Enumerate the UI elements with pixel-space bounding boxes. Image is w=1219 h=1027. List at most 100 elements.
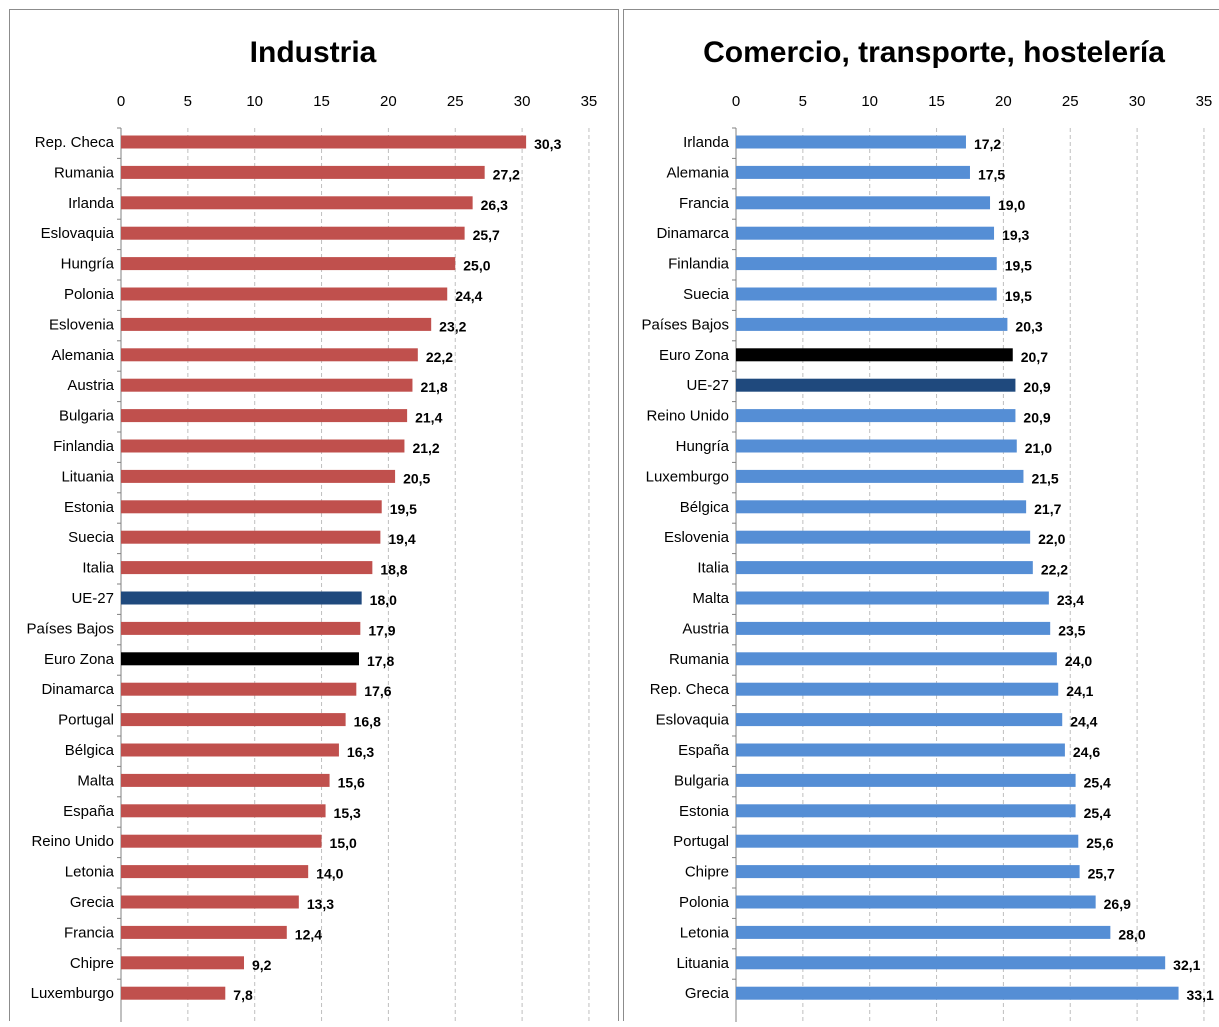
data-label: 30,3 xyxy=(534,136,561,152)
data-label: 23,5 xyxy=(1058,622,1085,638)
category-label: Chipre xyxy=(70,955,114,972)
x-tick-label: 25 xyxy=(447,93,464,110)
data-label: 12,4 xyxy=(295,926,322,942)
x-tick-label: 0 xyxy=(117,93,125,110)
data-label: 20,9 xyxy=(1023,379,1050,395)
category-label: Grecia xyxy=(685,985,730,1002)
comercio-chart: Comercio, transporte, hostelería 0 5 10 15 20… xyxy=(641,36,1214,1022)
bar-industria-26 xyxy=(121,925,287,939)
bar-comercio-20 xyxy=(736,743,1065,757)
bar-industria-4 xyxy=(121,257,456,271)
data-label: 33,1 xyxy=(1187,987,1214,1003)
category-label: Portugal xyxy=(673,833,729,850)
data-label: 18,8 xyxy=(380,562,407,578)
data-label: 24,1 xyxy=(1066,683,1093,699)
data-label: 20,9 xyxy=(1023,410,1050,426)
bar-industria-15 xyxy=(121,591,362,605)
data-label: 21,4 xyxy=(415,410,442,426)
x-tick-label: 15 xyxy=(313,93,330,110)
category-label: Grecia xyxy=(70,894,115,911)
bar-industria-2 xyxy=(121,196,473,210)
bar-industria-12 xyxy=(121,500,382,514)
x-tick-label: 0 xyxy=(732,93,740,110)
data-label: 23,4 xyxy=(1057,592,1084,608)
category-label: España xyxy=(63,803,115,820)
bar-industria-10 xyxy=(121,439,405,453)
category-label: Estonia xyxy=(64,499,115,516)
bar-comercio-15 xyxy=(736,591,1049,605)
bar-comercio-14 xyxy=(736,561,1033,575)
bar-comercio-8 xyxy=(736,378,1016,392)
bar-comercio-5 xyxy=(736,287,997,301)
category-label: Irlanda xyxy=(68,195,115,212)
data-label: 16,8 xyxy=(354,714,381,730)
chart-title: Comercio, transporte, hostelería xyxy=(703,36,1165,69)
category-label: Francia xyxy=(679,195,730,212)
data-label: 21,7 xyxy=(1034,501,1061,517)
category-label: Austria xyxy=(682,620,729,637)
data-label: 20,7 xyxy=(1021,349,1048,365)
x-tick-label: 30 xyxy=(514,93,531,110)
category-label: Países Bajos xyxy=(26,620,114,637)
data-label: 18,0 xyxy=(370,592,397,608)
bar-industria-13 xyxy=(121,530,381,544)
category-label: Lituania xyxy=(61,468,114,485)
x-tick-label: 20 xyxy=(995,93,1012,110)
comercio-chart-panel: Comercio, transporte, hostelería 0 5 10 15 20… xyxy=(623,9,1219,1022)
category-label: UE-27 xyxy=(71,590,114,607)
category-label: Euro Zona xyxy=(659,347,730,364)
category-label: Letonia xyxy=(65,864,115,881)
bar-industria-14 xyxy=(121,561,373,575)
bar-comercio-25 xyxy=(736,895,1096,909)
bar-comercio-9 xyxy=(736,409,1016,423)
bar-industria-16 xyxy=(121,621,361,635)
category-label: Polonia xyxy=(679,894,730,911)
data-label: 19,5 xyxy=(390,501,417,517)
data-label: 19,4 xyxy=(388,531,415,547)
data-label: 26,9 xyxy=(1104,896,1131,912)
category-label: Bulgaria xyxy=(674,772,730,789)
bar-comercio-2 xyxy=(736,196,991,210)
bar-industria-19 xyxy=(121,713,346,727)
category-label: Rep. Checa xyxy=(650,681,730,698)
category-label: Francia xyxy=(64,924,115,941)
category-label: Eslovenia xyxy=(664,529,730,546)
category-label: Rumania xyxy=(54,164,115,181)
bar-comercio-7 xyxy=(736,348,1013,362)
chart-title: Industria xyxy=(250,36,377,69)
data-label: 20,3 xyxy=(1015,318,1042,334)
data-label: 24,4 xyxy=(455,288,482,304)
bar-comercio-10 xyxy=(736,439,1017,453)
bar-industria-11 xyxy=(121,469,396,483)
bar-industria-27 xyxy=(121,956,245,970)
bar-industria-21 xyxy=(121,773,330,787)
data-label: 7,8 xyxy=(233,987,253,1003)
data-label: 13,3 xyxy=(307,896,334,912)
category-label: Letonia xyxy=(680,924,730,941)
data-label: 25,7 xyxy=(473,227,500,243)
category-label: Hungría xyxy=(676,438,730,455)
data-label: 21,5 xyxy=(1031,470,1058,486)
bar-comercio-17 xyxy=(736,652,1057,666)
category-label: Italia xyxy=(697,560,729,577)
x-tick-label: 5 xyxy=(184,93,192,110)
bar-comercio-11 xyxy=(736,469,1024,483)
x-tick-label: 5 xyxy=(799,93,807,110)
data-label: 19,5 xyxy=(1005,288,1032,304)
bar-industria-3 xyxy=(121,226,465,240)
data-label: 20,5 xyxy=(403,470,430,486)
data-label: 27,2 xyxy=(493,166,520,182)
data-label: 23,2 xyxy=(439,318,466,334)
category-label: Reino Unido xyxy=(31,833,114,850)
data-label: 17,8 xyxy=(367,653,394,669)
bar-comercio-22 xyxy=(736,804,1076,818)
bar-industria-22 xyxy=(121,804,326,818)
bar-comercio-16 xyxy=(736,621,1051,635)
category-label: Luxemburgo xyxy=(31,985,114,1002)
data-label: 15,0 xyxy=(330,835,357,851)
category-label: Bulgaria xyxy=(59,408,115,425)
category-label: Rumania xyxy=(669,651,730,668)
data-label: 19,3 xyxy=(1002,227,1029,243)
bar-comercio-19 xyxy=(736,713,1063,727)
